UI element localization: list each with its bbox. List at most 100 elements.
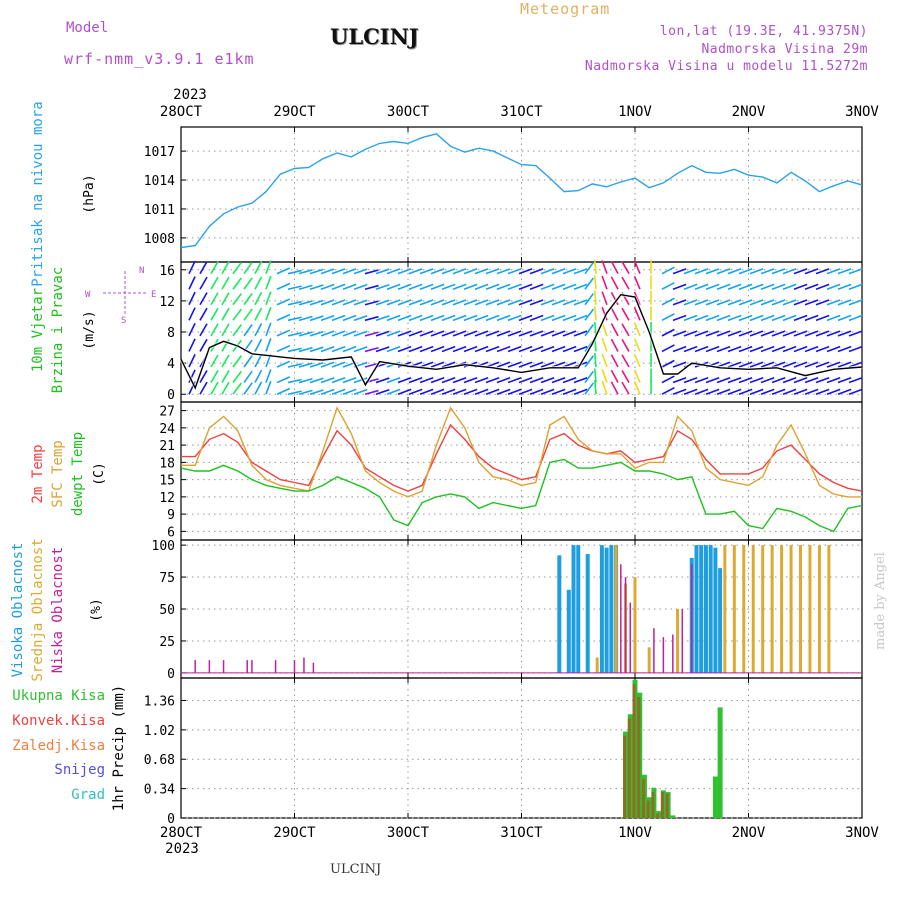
wind-arrow xyxy=(705,268,720,275)
wind-arrow xyxy=(815,377,830,384)
wind-arrow xyxy=(232,261,242,275)
wind-ytick-label: 8 xyxy=(167,326,175,341)
wind-arrow xyxy=(573,299,588,306)
wind-arrow xyxy=(837,377,852,384)
wind-arrow xyxy=(584,355,595,368)
mid-cloud-bar xyxy=(723,545,727,673)
mid-cloud-bar xyxy=(770,545,774,673)
temperature-ytick-label: 6 xyxy=(167,525,175,540)
wind-arrow xyxy=(540,330,555,337)
bottom-date-label: 30OCT xyxy=(387,825,430,841)
wind-arrow xyxy=(199,338,208,352)
cloud-ytick-label: 25 xyxy=(159,635,175,650)
wind-arrow xyxy=(573,377,588,384)
wind-arrow xyxy=(540,283,555,290)
bottom-date-label: 29OCT xyxy=(273,825,316,841)
wind-arrow xyxy=(793,283,808,290)
temperature-panel-frame xyxy=(180,401,863,541)
wind-arrow xyxy=(782,377,797,384)
meteogram-title: Meteogram xyxy=(520,0,611,18)
high-cloud-bar xyxy=(566,589,571,673)
wind-arrow xyxy=(265,380,272,395)
wind-arrow xyxy=(593,290,597,305)
wind-arrow xyxy=(507,299,522,306)
conv-precip-bar xyxy=(651,792,655,818)
temperature-ytick-label: 27 xyxy=(159,405,175,420)
wind-arrow xyxy=(705,330,720,337)
wind-arrow xyxy=(364,269,379,275)
wind-arrow xyxy=(633,338,641,352)
wind-arrow xyxy=(276,267,291,275)
wind-arrow xyxy=(694,299,709,306)
precip-legend-entry: Snijeg xyxy=(54,762,105,778)
wind-arrow xyxy=(562,283,577,290)
wind-arrow xyxy=(540,361,555,368)
wind-arrow xyxy=(287,285,302,291)
wind-arrow xyxy=(507,314,522,322)
wind-arrow xyxy=(518,268,533,275)
wind-speed-line xyxy=(180,293,863,390)
high-cloud-bar xyxy=(599,545,604,673)
wind-arrow xyxy=(254,381,263,395)
wind-arrow xyxy=(243,308,253,321)
wind-arrow xyxy=(441,361,456,368)
wind-arrow xyxy=(793,345,808,353)
low-cloud-bar xyxy=(653,628,655,673)
wind-arrow xyxy=(584,308,595,321)
wind-arrow xyxy=(331,345,346,353)
wind-arrow xyxy=(331,330,346,337)
wind-arrow xyxy=(760,377,775,384)
wind-arrow xyxy=(518,388,533,395)
wind-arrow xyxy=(232,355,242,368)
wind-arrow xyxy=(738,283,753,290)
wind-arrow xyxy=(529,345,544,353)
precip-legend-entry: Konvek.Kisa xyxy=(12,713,105,729)
wind-arrow xyxy=(562,388,577,395)
wind-arrow xyxy=(683,299,698,306)
wind-arrow xyxy=(221,276,230,290)
wind-arrow xyxy=(694,268,709,275)
wind-arrow xyxy=(601,260,608,274)
wind-arrow xyxy=(408,268,423,275)
wind-arrow xyxy=(254,292,263,306)
cloud-ytick-label: 75 xyxy=(159,571,175,586)
low-cloud-bar xyxy=(691,564,693,673)
mid-cloud-bar xyxy=(614,545,618,673)
wind-arrow xyxy=(463,345,478,353)
conv-precip-bar xyxy=(632,684,636,818)
wind-arrow xyxy=(243,324,253,337)
temperature-ytick-label: 21 xyxy=(159,439,175,454)
wind-arrow xyxy=(749,268,764,275)
low-cloud-bar xyxy=(246,660,248,673)
wind-arrow xyxy=(276,360,291,368)
low-cloud-bar xyxy=(303,657,305,673)
wind-arrow xyxy=(485,314,500,322)
wind-arrow xyxy=(826,361,841,368)
wind-arrow xyxy=(782,268,797,275)
wind-arrow xyxy=(633,322,641,337)
wind-arrow xyxy=(320,388,335,395)
wind-arrow xyxy=(496,361,511,368)
wind-arrow xyxy=(397,299,412,306)
wind-arrow xyxy=(610,292,619,306)
wind-arrow xyxy=(507,388,522,395)
wind-arrow xyxy=(633,307,641,321)
wind-arrow xyxy=(441,388,456,395)
wind-arrow xyxy=(551,268,566,275)
wind-arrow xyxy=(540,377,555,384)
wind-arrow xyxy=(232,382,242,395)
wind-arrow xyxy=(633,260,641,274)
high-cloud-bar xyxy=(699,545,704,673)
wind-arrow xyxy=(661,266,675,275)
wind-arrow xyxy=(837,268,852,275)
wind-arrow xyxy=(804,314,819,322)
wind-arrow xyxy=(375,315,390,322)
wind-arrow xyxy=(562,314,577,322)
wind-arrow xyxy=(760,299,775,306)
wind-arrow xyxy=(672,314,687,322)
wind-arrow xyxy=(672,377,687,384)
wind-arrow xyxy=(342,314,357,322)
wind-arrow xyxy=(804,345,819,353)
wind-arrow xyxy=(309,315,324,322)
